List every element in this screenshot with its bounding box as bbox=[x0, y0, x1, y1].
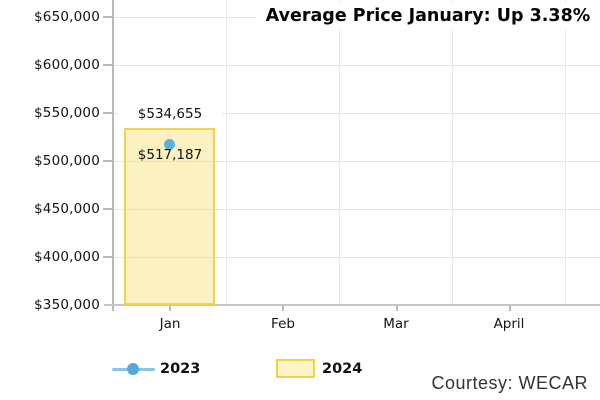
bar-2024-jan bbox=[124, 128, 215, 305]
x-tick bbox=[396, 306, 398, 311]
gridline-h bbox=[113, 161, 600, 162]
x-tick bbox=[509, 306, 511, 311]
x-axis-line bbox=[104, 304, 600, 306]
legend-label-2023: 2023 bbox=[160, 361, 201, 377]
y-tick bbox=[103, 16, 112, 18]
gridline-v bbox=[565, 0, 566, 305]
y-tick-label: $500,000 bbox=[33, 153, 100, 169]
y-tick-label: $350,000 bbox=[33, 297, 100, 313]
x-tick-label-mar: Mar bbox=[383, 316, 409, 332]
gridline-v bbox=[226, 0, 227, 305]
point-2023-jan bbox=[164, 139, 175, 150]
y-tick-label: $450,000 bbox=[33, 201, 100, 217]
point-value-label: $517,187 bbox=[137, 147, 203, 163]
y-tick bbox=[103, 256, 112, 258]
x-tick-label-jan: Jan bbox=[159, 316, 181, 332]
gridline-h bbox=[113, 209, 600, 210]
y-tick bbox=[103, 160, 112, 162]
gridline-v bbox=[452, 0, 453, 305]
chart-title: Average Price January: Up 3.38% bbox=[256, 2, 600, 30]
legend-dot-marker-icon bbox=[127, 363, 139, 375]
y-tick bbox=[103, 64, 112, 66]
x-tick bbox=[169, 306, 171, 311]
y-tick-label: $650,000 bbox=[33, 9, 100, 25]
gridline-h bbox=[113, 65, 600, 66]
y-tick bbox=[103, 208, 112, 210]
gridline-v bbox=[339, 0, 340, 305]
bar-value-label: $534,655 bbox=[118, 106, 222, 123]
legend-swatch-2024 bbox=[276, 359, 315, 378]
gridline-h bbox=[113, 113, 600, 114]
y-tick-label: $550,000 bbox=[33, 105, 100, 121]
credit-text: Courtesy: WECAR bbox=[431, 373, 588, 393]
y-tick-label: $400,000 bbox=[33, 249, 100, 265]
x-tick bbox=[282, 306, 284, 311]
y-axis-line bbox=[112, 0, 114, 311]
y-tick-label: $600,000 bbox=[33, 57, 100, 73]
y-tick bbox=[103, 112, 112, 114]
legend-label-2024: 2024 bbox=[322, 361, 363, 377]
gridline-h bbox=[113, 257, 600, 258]
x-tick-label-feb: Feb bbox=[271, 316, 295, 332]
x-tick-label-april: April bbox=[493, 316, 525, 332]
